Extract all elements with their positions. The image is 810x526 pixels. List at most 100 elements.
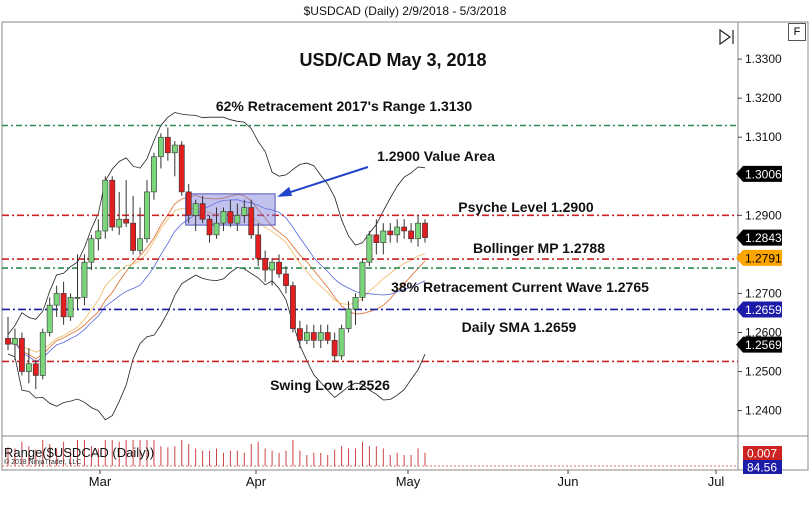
indicator-tag [743,446,782,460]
price-tag [736,249,782,266]
candle-body [137,238,143,251]
lower-band-line [7,267,426,421]
candle-body [248,207,255,236]
y-tick-label: 1.2400 [745,404,782,418]
x-tick-label: Jul [708,474,725,489]
candle-body [158,136,164,158]
candle-body [373,234,380,243]
candle-body [5,338,11,345]
candle-body [401,226,408,232]
candle-body [366,234,373,263]
candle-body [116,218,123,228]
candle-body [18,338,25,372]
candle-body [164,136,171,154]
y-tick-label: 1.3200 [745,91,782,105]
sma-line [7,199,426,363]
x-tick-label: Mar [89,474,112,489]
indicator-tag [743,460,782,474]
candle-body [109,179,116,228]
candle-body [199,203,206,220]
level-label: Bollinger MP 1.2788 [473,240,605,256]
candle-body [387,230,394,236]
x-tick-label: Apr [246,474,267,489]
y-tick-label: 1.2500 [745,365,782,379]
f-button[interactable]: F [788,23,806,41]
value-area-label: 1.2900 Value Area [377,148,495,164]
candle-body [408,230,414,240]
candle-body [213,222,220,236]
candle-body [171,144,178,154]
candle-body [60,293,67,318]
price-tag [736,229,782,246]
candle-body [32,363,39,376]
price-tag-label: 1.2569 [745,338,782,352]
candle-body [296,328,303,341]
candle-body [206,218,213,236]
candle-body [185,191,192,216]
value-area-arrowhead [277,186,293,197]
value-area-arrow-shaft [284,166,369,195]
indicator-tag-label: 84.56 [747,461,777,475]
y-tick-label: 1.3100 [745,130,782,144]
candle-body [310,332,317,341]
candle-body [123,218,130,224]
level-label: Psyche Level 1.2900 [458,199,594,215]
window-title: $USDCAD (Daily) 2/9/2018 - 5/3/2018 [303,4,507,18]
y-tick-label: 1.3300 [745,52,782,66]
candle-body [234,215,241,224]
candle-body [39,332,46,376]
candle-body [352,297,359,310]
candle-body [74,297,81,299]
candle-body [324,332,331,341]
play-icon [719,28,732,46]
price-tag-label: 1.3006 [745,167,782,181]
price-tag-label: 1.2791 [745,251,782,265]
candle-body [283,273,289,286]
y-tick-label: 1.2700 [745,286,782,300]
candle-body [276,261,282,275]
candle-body [102,179,109,232]
level-label: Swing Low 1.2526 [270,377,390,393]
candle-body [290,285,296,329]
candle-body [241,207,248,216]
candle-body [192,203,199,216]
candle-body [262,257,269,271]
candle-body [338,328,345,357]
candle-body [380,230,387,243]
candle-body [144,191,150,240]
candle-body [25,363,32,372]
candle-body [255,234,262,259]
price-tag-label: 1.2659 [745,303,782,317]
candle-body [178,144,185,193]
candle-body [151,156,157,193]
x-tick-label: Jun [558,474,579,489]
candle-body [422,222,428,238]
candle-body [88,238,95,263]
candle-body [46,304,53,333]
level-label: Daily SMA 1.2659 [462,319,577,335]
price-tag [736,165,782,182]
candle-body [269,261,275,271]
candle-body [81,261,88,298]
candle-body [53,293,60,306]
candle-body [227,211,234,224]
price-tag [736,301,782,318]
indicator-tag-label: 0.007 [747,447,777,461]
candle-body [345,308,352,329]
candle-body [12,338,18,345]
y-tick-label: 1.2600 [745,326,782,340]
candle-body [331,340,338,357]
candle-body [220,211,227,224]
copyright-text: © 2018 NinjaTrader, LLC [4,459,82,466]
y-tick-label: 1.2900 [745,208,782,222]
indicator-label: Range($USDCAD (Daily)) [4,445,155,460]
candle-body [415,222,421,240]
candle-body [95,230,102,240]
candle-body [359,261,366,298]
candle-body [303,332,310,341]
candle-body [394,226,401,236]
candle-body [67,297,74,318]
candle-body [130,222,136,251]
price-tag-label: 1.2843 [745,231,782,245]
